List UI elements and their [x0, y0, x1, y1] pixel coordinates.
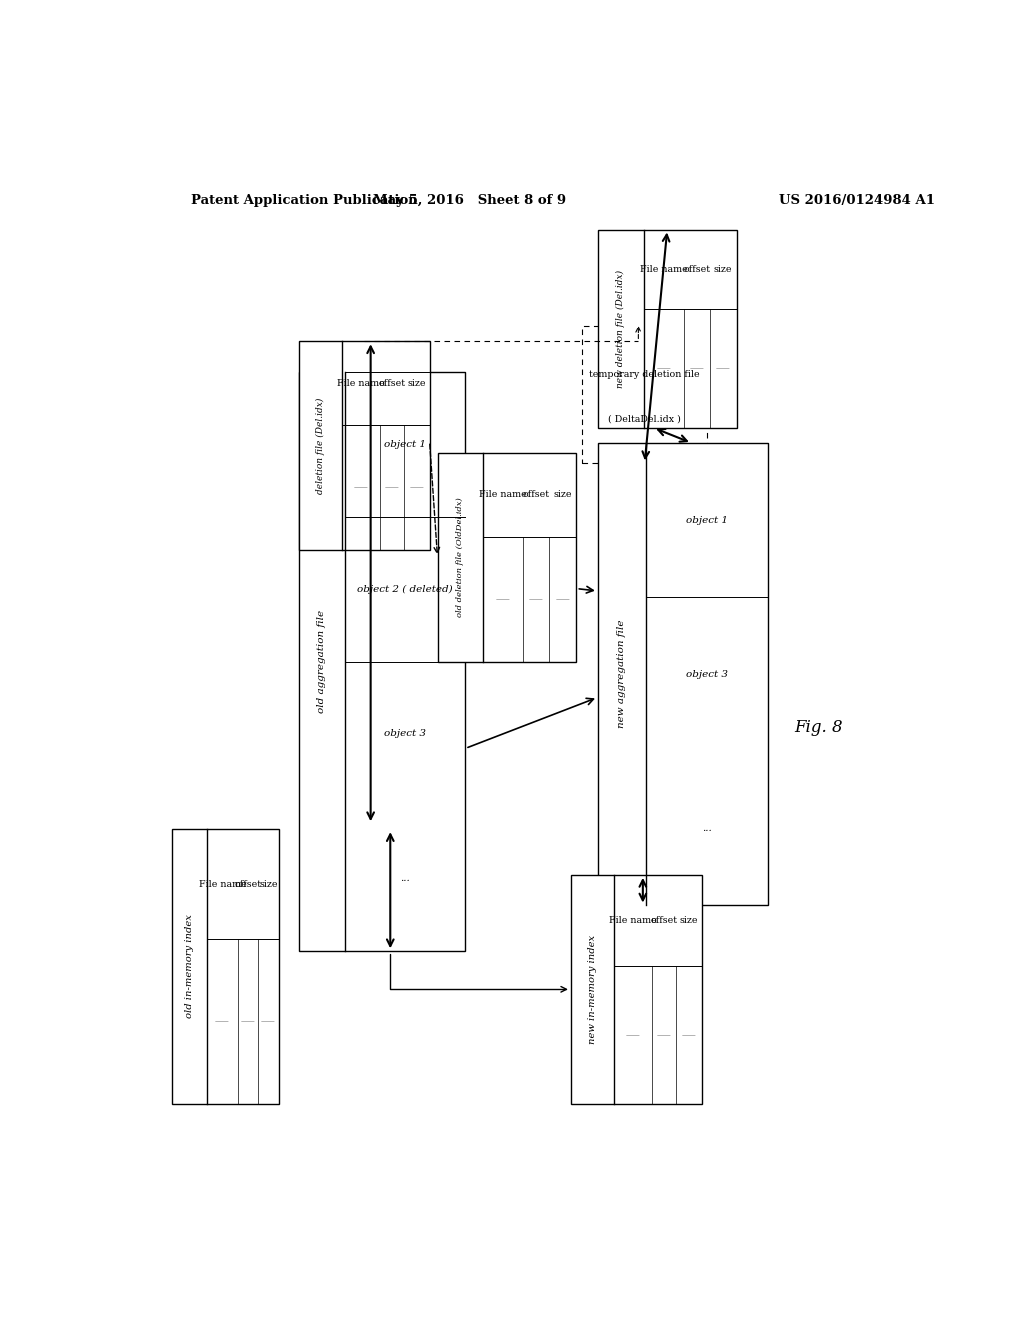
Text: old deletion file (OldDel.idx): old deletion file (OldDel.idx) [457, 498, 465, 618]
Text: ...: ... [400, 874, 411, 883]
Text: ——: —— [529, 595, 544, 603]
Text: size: size [714, 265, 732, 273]
Text: offset: offset [683, 265, 711, 273]
Text: Fig. 8: Fig. 8 [795, 719, 843, 737]
Text: size: size [680, 916, 698, 925]
Text: ——: —— [555, 595, 570, 603]
Text: size: size [554, 490, 572, 499]
Polygon shape [172, 829, 279, 1104]
Polygon shape [598, 444, 768, 906]
Text: deletion file (Del.idx): deletion file (Del.idx) [315, 397, 325, 494]
Text: ——: —— [261, 1018, 275, 1026]
Text: ——: —— [626, 1031, 640, 1039]
Text: ...: ... [702, 824, 712, 833]
Text: old aggregation file: old aggregation file [317, 610, 327, 713]
Text: object 1: object 1 [686, 516, 728, 524]
Text: ——: —— [716, 364, 730, 372]
Text: ——: —— [689, 364, 705, 372]
Text: object 2 ( deleted): object 2 ( deleted) [357, 585, 453, 594]
Text: File name: File name [199, 879, 247, 888]
Text: offset: offset [650, 916, 678, 925]
Text: ——: —— [241, 1018, 255, 1026]
Text: ——: —— [353, 483, 368, 491]
Text: Patent Application Publication: Patent Application Publication [191, 194, 418, 207]
Text: May 5, 2016   Sheet 8 of 9: May 5, 2016 Sheet 8 of 9 [373, 194, 566, 207]
Text: File name: File name [609, 916, 656, 925]
Text: object 3: object 3 [686, 669, 728, 678]
Text: ——: —— [656, 1031, 672, 1039]
Text: ——: —— [656, 364, 671, 372]
Polygon shape [437, 453, 577, 661]
Text: File name: File name [479, 490, 527, 499]
Text: ( DeltaDel.idx ): ( DeltaDel.idx ) [608, 414, 681, 424]
Text: offset: offset [523, 490, 550, 499]
Text: File name: File name [640, 265, 687, 273]
Polygon shape [299, 342, 430, 549]
Text: File name: File name [337, 379, 385, 388]
Text: ——: —— [410, 483, 424, 491]
Text: US 2016/0124984 A1: US 2016/0124984 A1 [778, 194, 935, 207]
Text: ——: —— [682, 1031, 696, 1039]
Text: old in-memory index: old in-memory index [184, 915, 194, 1018]
Polygon shape [598, 230, 736, 428]
Polygon shape [299, 372, 465, 952]
Text: object 3: object 3 [384, 730, 426, 738]
Text: object 1: object 1 [384, 440, 426, 449]
Text: new deletion file (Del.idx): new deletion file (Del.idx) [616, 269, 626, 388]
Text: ——: —— [384, 483, 399, 491]
Text: new in-memory index: new in-memory index [588, 935, 597, 1044]
Text: ——: —— [496, 595, 511, 603]
Text: offset: offset [378, 379, 406, 388]
Polygon shape [570, 875, 701, 1104]
Text: size: size [408, 379, 426, 388]
Text: size: size [259, 879, 278, 888]
Text: temporary deletion file: temporary deletion file [590, 370, 700, 379]
Text: new aggregation file: new aggregation file [617, 620, 627, 729]
Text: offset: offset [234, 879, 261, 888]
Text: ——: —— [215, 1018, 229, 1026]
